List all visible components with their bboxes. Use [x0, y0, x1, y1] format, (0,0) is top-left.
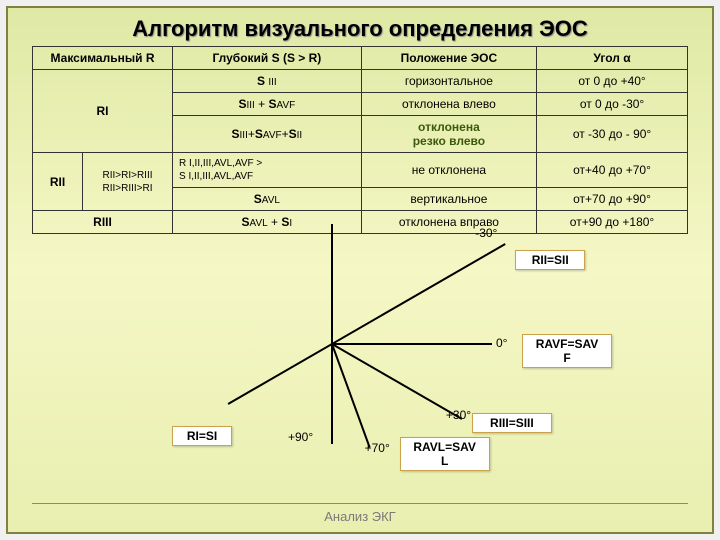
cell-s: SAVL: [173, 188, 362, 211]
cell-s: SIII + SAVF: [173, 93, 362, 116]
angle-label: +70°: [365, 441, 390, 455]
table-row: RI S III горизонтальное от 0 до +40°: [33, 70, 688, 93]
cell-ang: от -30 до - 90°: [537, 116, 688, 153]
cell-rii-sub: RII>RI>RIIIRII>RIII>RI: [83, 153, 173, 211]
axis-box-label: RII=SII: [515, 250, 585, 270]
cell-ang: от 0 до -30°: [537, 93, 688, 116]
cell-riii: RIII: [33, 211, 173, 234]
cell-rii: RII: [33, 153, 83, 211]
axis-line: [332, 344, 370, 447]
cell-pos: не отклонена: [361, 153, 536, 188]
table-row: RII RII>RI>RIIIRII>RIII>RI R I,II,III,AV…: [33, 153, 688, 188]
angle-label: 0°: [496, 336, 507, 350]
cell-s: S III: [173, 70, 362, 93]
axis-line: [228, 244, 505, 404]
cell-ri: RI: [33, 70, 173, 153]
cell-ang: от+70 до +90°: [537, 188, 688, 211]
cell-pos: вертикальное: [361, 188, 536, 211]
cell-ang: от+90 до +180°: [537, 211, 688, 234]
angle-label: +30°: [446, 408, 471, 422]
table-row: RIII SAVL + SI отклонена вправо от+90 до…: [33, 211, 688, 234]
th-max-r: Максимальный R: [33, 47, 173, 70]
axis-diagram: -30°RII=SII0°RAVF=SAVF+30°RIII=SIII+70°R…: [32, 234, 688, 532]
cell-pos: горизонтальное: [361, 70, 536, 93]
slide-title: Алгоритм визуального определения ЭОС: [8, 8, 712, 46]
th-position: Положение ЭОС: [361, 47, 536, 70]
cell-s: SIII+SAVF+SII: [173, 116, 362, 153]
cell-ang: от 0 до +40°: [537, 70, 688, 93]
cell-s: R I,II,III,AVL,AVF >S I,II,III,AVL,AVF: [173, 153, 362, 188]
cell-pos: отклонена влево: [361, 93, 536, 116]
cell-pos: отклонена вправо: [361, 211, 536, 234]
angle-label: +90°: [288, 430, 313, 444]
axis-box-label: RI=SI: [172, 426, 232, 446]
th-angle: Угол α: [537, 47, 688, 70]
axis-line: [332, 344, 462, 419]
slide-frame: Алгоритм визуального определения ЭОС Мак…: [6, 6, 714, 534]
axis-svg: [32, 234, 688, 532]
angle-label: -30°: [475, 226, 497, 240]
table-header-row: Максимальный R Глубокий S (S > R) Положе…: [33, 47, 688, 70]
axis-box-label: RAVF=SAVF: [522, 334, 612, 368]
cell-pos: отклоненарезко влево: [361, 116, 536, 153]
footer-text: Анализ ЭКГ: [8, 509, 712, 524]
cell-ang: от+40 до +70°: [537, 153, 688, 188]
axis-box-label: RIII=SIII: [472, 413, 552, 433]
th-deep-s: Глубокий S (S > R): [173, 47, 362, 70]
eos-table: Максимальный R Глубокий S (S > R) Положе…: [32, 46, 688, 234]
divider: [32, 503, 688, 504]
axis-box-label: RAVL=SAVL: [400, 437, 490, 471]
